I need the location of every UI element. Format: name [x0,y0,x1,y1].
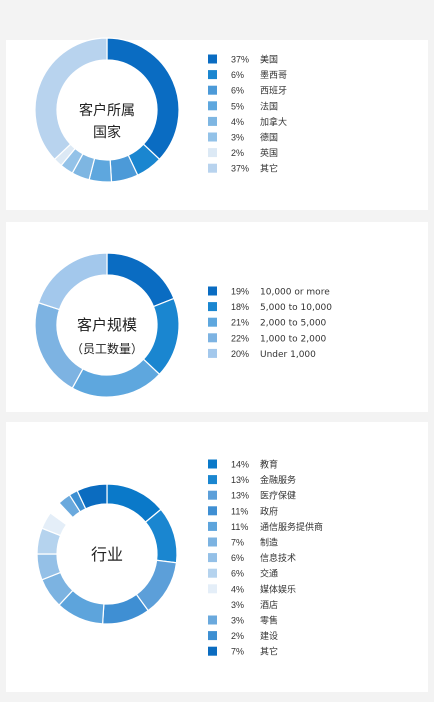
legend-percent: 6% [231,553,244,563]
legend-percent: 2% [231,148,244,158]
legend-label: 制造 [260,537,278,549]
legend-percent: 22% [231,333,249,343]
legend-swatch [208,646,217,656]
legend-percent: 14% [231,460,249,470]
legend-label: 美国 [260,54,278,66]
legend-percent: 3% [231,133,244,143]
legend-label: 西班牙 [260,85,287,97]
legend-percent: 2% [231,631,244,641]
legend-swatch [208,148,217,158]
legend-swatch [208,317,217,327]
legend-swatch [208,631,217,641]
legend-percent: 6% [231,70,244,80]
legend-label: 其它 [260,646,278,658]
legend-swatch [208,584,217,594]
legend-swatch [208,132,217,142]
legend-swatch [208,459,217,469]
legend-swatch [208,553,217,563]
donut-center-label: 客户规模 [77,316,137,334]
legend-percent: 11% [231,506,248,516]
legend-percent: 37% [231,164,249,174]
legend-swatch [208,302,217,312]
legend-percent: 6% [231,86,244,96]
legend-percent: 4% [231,584,244,594]
legend-swatch [208,490,217,500]
legend-percent: 19% [231,287,249,297]
legend-swatch [208,101,217,111]
donut-chart-1: 37% 美国 6% 墨西哥 6% 西班牙 5% 法国 4% 加拿大 3% 德国 2% 英国 37% 其它 客户所… [34,37,287,183]
charts-group: 37% 美国 6% 墨西哥 6% 西班牙 5% 法国 4% 加拿大 3% 德国 2% 英国 37% 其它 客户所… [34,37,332,658]
legend-percent: 37% [231,55,249,65]
legend-swatch [208,348,217,358]
legend-swatch [208,163,217,173]
legend-percent: 20% [231,349,249,359]
legend-label: 2,000 to 5,000 [260,319,327,329]
legend-label: 交通 [260,568,278,580]
donut-chart-3: 14% 教育 13% 金融服务 13% 医疗保健 11% 政府 11% 通信服务提供商 7% 制造 6%… [36,459,323,658]
legend-label: 法国 [260,100,278,112]
donut-center-label: 行业 [91,545,123,564]
donut-center-label: 国家 [93,124,121,141]
legend-percent: 21% [231,318,249,328]
legend-label: 英国 [260,147,278,159]
legend-percent: 11% [231,522,248,532]
legend-label: 墨西哥 [260,70,287,81]
legend-percent: 13% [231,491,249,501]
legend-swatch [208,506,217,516]
legend-label: 其它 [260,163,278,175]
legend-label: 零售 [260,615,278,627]
legend-swatch [208,54,217,64]
donut-chart-2: 19% 10,000 or more 18% 5,000 to 10,000 21% 2,… [34,252,332,398]
legend-percent: 4% [231,117,244,127]
legend-label: Under 1,000 [260,350,316,360]
legend-swatch [208,521,217,531]
legend-percent: 7% [231,538,244,548]
legend-label: 金融服务 [260,474,296,486]
legend-label: 医疗保健 [260,490,296,502]
legend-label: 10,000 or more [260,288,330,298]
legend-swatch [207,599,218,610]
legend-label: 通信服务提供商 [260,521,323,533]
legend-percent: 3% [231,600,244,610]
donut-slice [34,37,108,161]
legend-swatch [208,475,217,485]
legend-label: 政府 [260,505,278,517]
legend-percent: 13% [231,475,249,485]
legend-swatch [208,568,217,578]
legend-percent: 18% [231,302,249,312]
donut-slice [76,483,108,510]
donut-center-label: （员工数量） [71,341,143,356]
legend-percent: 5% [231,101,244,111]
legend-percent: 7% [231,647,244,657]
legend-label: 建设 [260,630,278,642]
legend-label: 信息技术 [260,552,296,564]
legend-swatch [208,85,217,95]
legend-percent: 6% [231,569,244,579]
legend-swatch [208,615,217,625]
legend-swatch [208,70,217,80]
legend-percent: 3% [231,616,244,626]
legend-label: 5,000 to 10,000 [260,303,332,313]
legend-label: 教育 [260,459,278,471]
legend-swatch [208,286,217,296]
legend-swatch [208,116,217,126]
donut-center-label: 客户所属 [79,102,135,119]
legend-swatch [208,537,217,547]
legend-swatch [208,333,217,343]
donut-slice [37,252,108,311]
legend-label: 媒体娱乐 [260,583,296,595]
legend-label: 1,000 to 2,000 [260,334,327,344]
legend-label: 德国 [260,132,278,144]
legend-label: 酒店 [260,599,278,611]
legend-label: 加拿大 [260,116,287,128]
